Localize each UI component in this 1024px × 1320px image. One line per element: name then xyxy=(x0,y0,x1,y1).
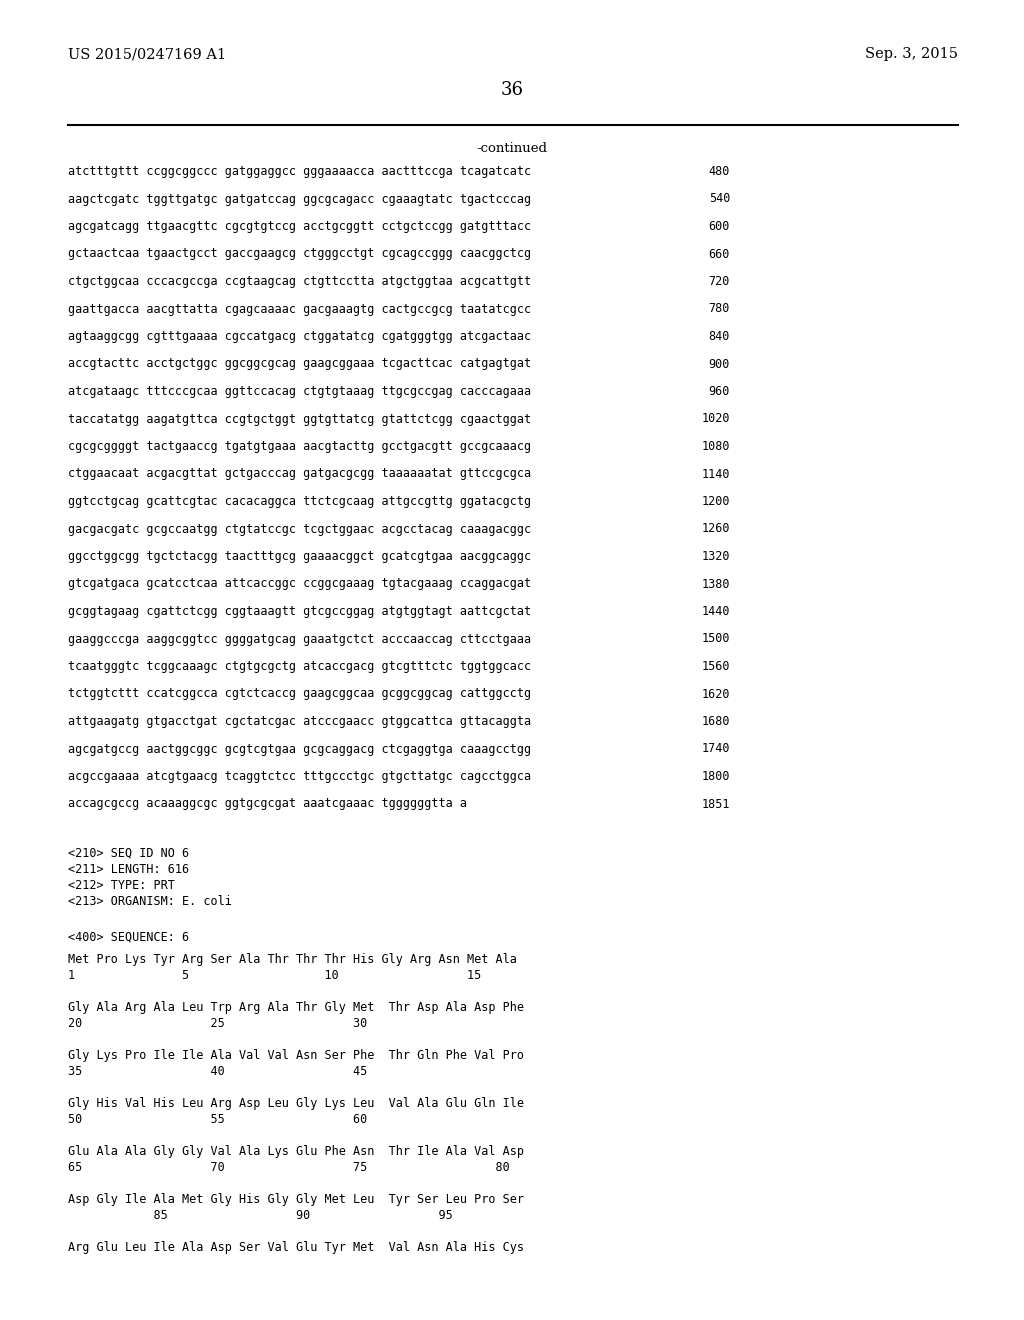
Text: 960: 960 xyxy=(709,385,730,399)
Text: gaattgacca aacgttatta cgagcaaaac gacgaaagtg cactgccgcg taatatcgcc: gaattgacca aacgttatta cgagcaaaac gacgaaa… xyxy=(68,302,531,315)
Text: 85                  90                  95: 85 90 95 xyxy=(68,1209,453,1222)
Text: Sep. 3, 2015: Sep. 3, 2015 xyxy=(865,48,958,61)
Text: 480: 480 xyxy=(709,165,730,178)
Text: <212> TYPE: PRT: <212> TYPE: PRT xyxy=(68,879,175,892)
Text: gtcgatgaca gcatcctcaa attcaccggc ccggcgaaag tgtacgaaag ccaggacgat: gtcgatgaca gcatcctcaa attcaccggc ccggcga… xyxy=(68,578,531,590)
Text: gcggtagaag cgattctcgg cggtaaagtt gtcgccggag atgtggtagt aattcgctat: gcggtagaag cgattctcgg cggtaaagtt gtcgccg… xyxy=(68,605,531,618)
Text: <213> ORGANISM: E. coli: <213> ORGANISM: E. coli xyxy=(68,895,231,908)
Text: acgccgaaaa atcgtgaacg tcaggtctcc tttgccctgc gtgcttatgc cagcctggca: acgccgaaaa atcgtgaacg tcaggtctcc tttgccc… xyxy=(68,770,531,783)
Text: Glu Ala Ala Gly Gly Val Ala Lys Glu Phe Asn  Thr Ile Ala Val Asp: Glu Ala Ala Gly Gly Val Ala Lys Glu Phe … xyxy=(68,1144,524,1158)
Text: atctttgttt ccggcggccc gatggaggcc gggaaaacca aactttccga tcagatcatc: atctttgttt ccggcggccc gatggaggcc gggaaaa… xyxy=(68,165,531,178)
Text: Asp Gly Ile Ala Met Gly His Gly Gly Met Leu  Tyr Ser Leu Pro Ser: Asp Gly Ile Ala Met Gly His Gly Gly Met … xyxy=(68,1193,524,1206)
Text: <210> SEQ ID NO 6: <210> SEQ ID NO 6 xyxy=(68,847,189,861)
Text: Gly Lys Pro Ile Ile Ala Val Val Asn Ser Phe  Thr Gln Phe Val Pro: Gly Lys Pro Ile Ile Ala Val Val Asn Ser … xyxy=(68,1049,524,1063)
Text: 660: 660 xyxy=(709,248,730,260)
Text: 600: 600 xyxy=(709,220,730,234)
Text: aagctcgatc tggttgatgc gatgatccag ggcgcagacc cgaaagtatc tgactcccag: aagctcgatc tggttgatgc gatgatccag ggcgcag… xyxy=(68,193,531,206)
Text: 1260: 1260 xyxy=(701,523,730,536)
Text: 1851: 1851 xyxy=(701,797,730,810)
Text: 35                  40                  45: 35 40 45 xyxy=(68,1065,368,1078)
Text: 1080: 1080 xyxy=(701,440,730,453)
Text: 900: 900 xyxy=(709,358,730,371)
Text: agcgatgccg aactggcggc gcgtcgtgaa gcgcaggacg ctcgaggtga caaagcctgg: agcgatgccg aactggcggc gcgtcgtgaa gcgcagg… xyxy=(68,742,531,755)
Text: ctgctggcaa cccacgccga ccgtaagcag ctgttcctta atgctggtaa acgcattgtt: ctgctggcaa cccacgccga ccgtaagcag ctgttcc… xyxy=(68,275,531,288)
Text: agcgatcagg ttgaacgttc cgcgtgtccg acctgcggtt cctgctccgg gatgtttacc: agcgatcagg ttgaacgttc cgcgtgtccg acctgcg… xyxy=(68,220,531,234)
Text: attgaagatg gtgacctgat cgctatcgac atcccgaacc gtggcattca gttacaggta: attgaagatg gtgacctgat cgctatcgac atcccga… xyxy=(68,715,531,729)
Text: tctggtcttt ccatcggcca cgtctcaccg gaagcggcaa gcggcggcag cattggcctg: tctggtcttt ccatcggcca cgtctcaccg gaagcgg… xyxy=(68,688,531,701)
Text: 1               5                   10                  15: 1 5 10 15 xyxy=(68,969,481,982)
Text: 1680: 1680 xyxy=(701,715,730,729)
Text: 1560: 1560 xyxy=(701,660,730,673)
Text: -continued: -continued xyxy=(476,143,548,154)
Text: 1500: 1500 xyxy=(701,632,730,645)
Text: accagcgccg acaaaggcgc ggtgcgcgat aaatcgaaac tggggggtta a: accagcgccg acaaaggcgc ggtgcgcgat aaatcga… xyxy=(68,797,467,810)
Text: 36: 36 xyxy=(501,81,523,99)
Text: cgcgcggggt tactgaaccg tgatgtgaaa aacgtacttg gcctgacgtt gccgcaaacg: cgcgcggggt tactgaaccg tgatgtgaaa aacgtac… xyxy=(68,440,531,453)
Text: <400> SEQUENCE: 6: <400> SEQUENCE: 6 xyxy=(68,931,189,944)
Text: gacgacgatc gcgccaatgg ctgtatccgc tcgctggaac acgcctacag caaagacggc: gacgacgatc gcgccaatgg ctgtatccgc tcgctgg… xyxy=(68,523,531,536)
Text: taccatatgg aagatgttca ccgtgctggt ggtgttatcg gtattctcgg cgaactggat: taccatatgg aagatgttca ccgtgctggt ggtgtta… xyxy=(68,412,531,425)
Text: 1140: 1140 xyxy=(701,467,730,480)
Text: ggtcctgcag gcattcgtac cacacaggca ttctcgcaag attgccgttg ggatacgctg: ggtcctgcag gcattcgtac cacacaggca ttctcgc… xyxy=(68,495,531,508)
Text: 1320: 1320 xyxy=(701,550,730,564)
Text: gctaactcaa tgaactgcct gaccgaagcg ctgggcctgt cgcagccggg caacggctcg: gctaactcaa tgaactgcct gaccgaagcg ctgggcc… xyxy=(68,248,531,260)
Text: ggcctggcgg tgctctacgg taactttgcg gaaaacggct gcatcgtgaa aacggcaggc: ggcctggcgg tgctctacgg taactttgcg gaaaacg… xyxy=(68,550,531,564)
Text: 50                  55                  60: 50 55 60 xyxy=(68,1113,368,1126)
Text: 1620: 1620 xyxy=(701,688,730,701)
Text: 780: 780 xyxy=(709,302,730,315)
Text: 1380: 1380 xyxy=(701,578,730,590)
Text: ctggaacaat acgacgttat gctgacccag gatgacgcgg taaaaaatat gttccgcgca: ctggaacaat acgacgttat gctgacccag gatgacg… xyxy=(68,467,531,480)
Text: 1800: 1800 xyxy=(701,770,730,783)
Text: 65                  70                  75                  80: 65 70 75 80 xyxy=(68,1162,510,1173)
Text: Gly His Val His Leu Arg Asp Leu Gly Lys Leu  Val Ala Glu Gln Ile: Gly His Val His Leu Arg Asp Leu Gly Lys … xyxy=(68,1097,524,1110)
Text: <211> LENGTH: 616: <211> LENGTH: 616 xyxy=(68,863,189,876)
Text: 840: 840 xyxy=(709,330,730,343)
Text: accgtacttc acctgctggc ggcggcgcag gaagcggaaa tcgacttcac catgagtgat: accgtacttc acctgctggc ggcggcgcag gaagcgg… xyxy=(68,358,531,371)
Text: 1440: 1440 xyxy=(701,605,730,618)
Text: 1200: 1200 xyxy=(701,495,730,508)
Text: 1020: 1020 xyxy=(701,412,730,425)
Text: 720: 720 xyxy=(709,275,730,288)
Text: Arg Glu Leu Ile Ala Asp Ser Val Glu Tyr Met  Val Asn Ala His Cys: Arg Glu Leu Ile Ala Asp Ser Val Glu Tyr … xyxy=(68,1241,524,1254)
Text: 1740: 1740 xyxy=(701,742,730,755)
Text: 20                  25                  30: 20 25 30 xyxy=(68,1016,368,1030)
Text: 540: 540 xyxy=(709,193,730,206)
Text: Gly Ala Arg Ala Leu Trp Arg Ala Thr Gly Met  Thr Asp Ala Asp Phe: Gly Ala Arg Ala Leu Trp Arg Ala Thr Gly … xyxy=(68,1001,524,1014)
Text: Met Pro Lys Tyr Arg Ser Ala Thr Thr Thr His Gly Arg Asn Met Ala: Met Pro Lys Tyr Arg Ser Ala Thr Thr Thr … xyxy=(68,953,517,966)
Text: agtaaggcgg cgtttgaaaa cgccatgacg ctggatatcg cgatgggtgg atcgactaac: agtaaggcgg cgtttgaaaa cgccatgacg ctggata… xyxy=(68,330,531,343)
Text: tcaatgggtc tcggcaaagc ctgtgcgctg atcaccgacg gtcgtttctc tggtggcacc: tcaatgggtc tcggcaaagc ctgtgcgctg atcaccg… xyxy=(68,660,531,673)
Text: US 2015/0247169 A1: US 2015/0247169 A1 xyxy=(68,48,226,61)
Text: gaaggcccga aaggcggtcc ggggatgcag gaaatgctct acccaaccag cttcctgaaa: gaaggcccga aaggcggtcc ggggatgcag gaaatgc… xyxy=(68,632,531,645)
Text: atcgataagc tttcccgcaa ggttccacag ctgtgtaaag ttgcgccgag cacccagaaa: atcgataagc tttcccgcaa ggttccacag ctgtgta… xyxy=(68,385,531,399)
